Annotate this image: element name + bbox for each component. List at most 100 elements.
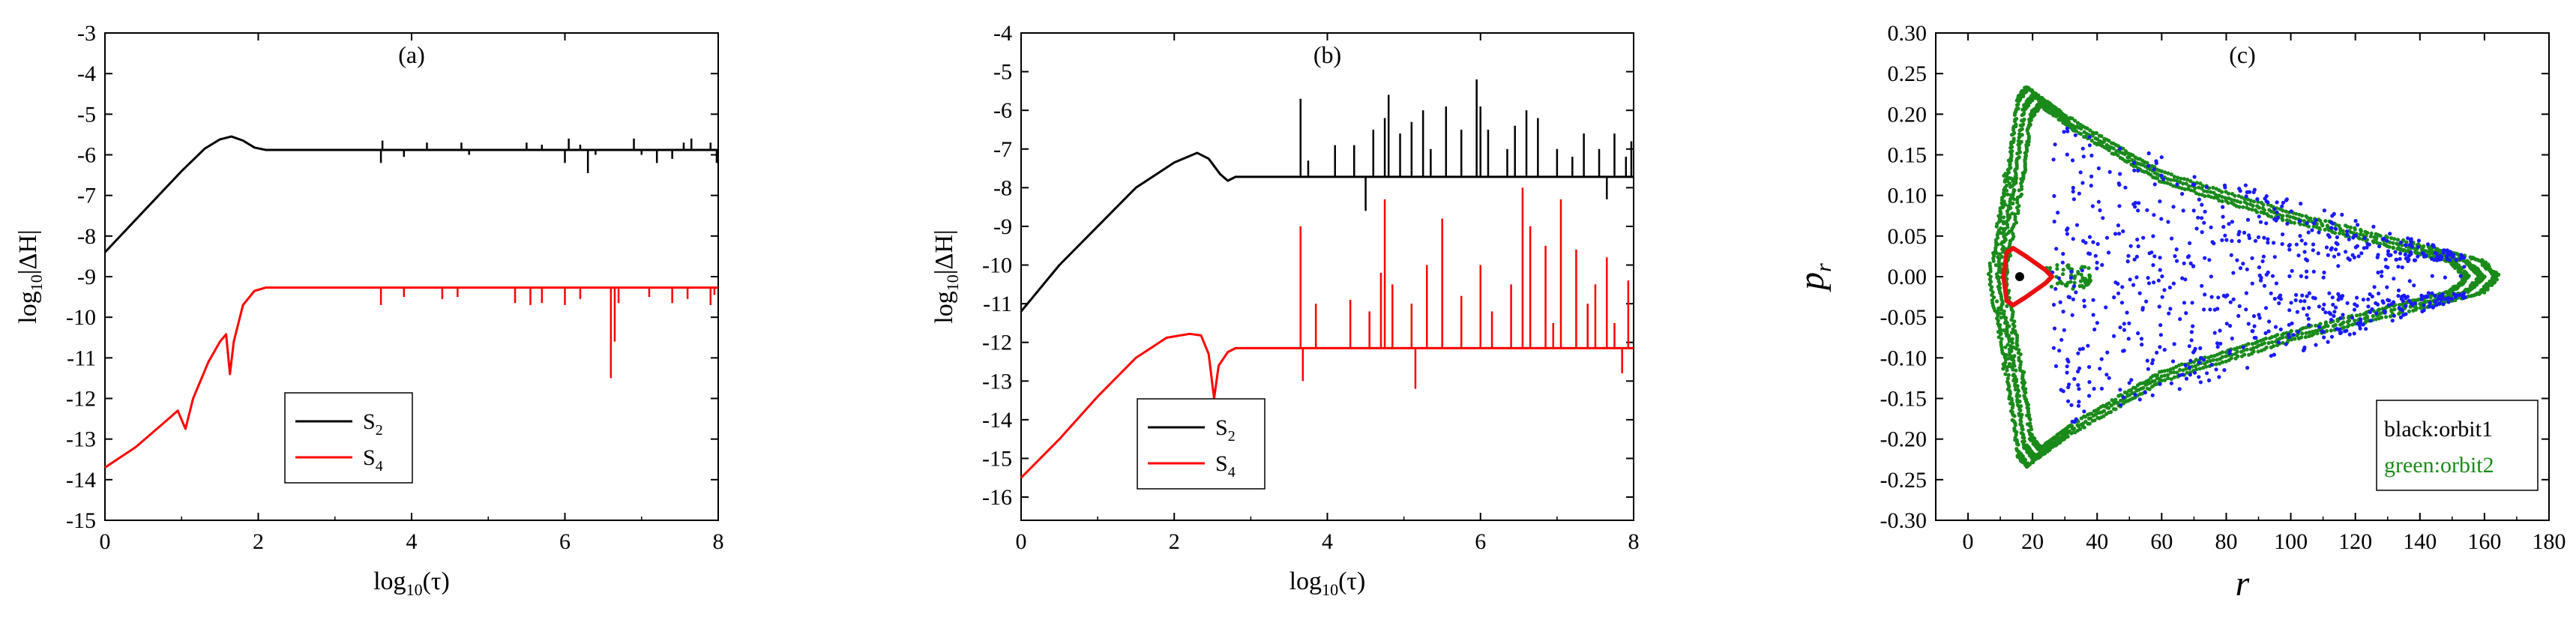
blue-orbit-point: [2375, 302, 2380, 307]
x-tick-label: 20: [2021, 529, 2044, 554]
blue-orbit-point: [2449, 297, 2455, 301]
blue-orbit-point: [2152, 182, 2157, 187]
orbit2-point: [2362, 312, 2366, 316]
blue-orbit-point: [2136, 244, 2140, 249]
blue-orbit-point: [2422, 303, 2426, 307]
blue-orbit-point: [2433, 299, 2437, 304]
orbit2-point: [2314, 328, 2318, 333]
orbit2-point: [2011, 345, 2016, 349]
blue-orbit-point: [2166, 220, 2170, 224]
blue-orbit-point: [2258, 220, 2263, 224]
orbit2-point: [2234, 204, 2239, 208]
blue-orbit-point: [2311, 242, 2316, 247]
blue-orbit-point: [2210, 240, 2215, 244]
blue-orbit-point: [2189, 338, 2194, 343]
orbit2-point: [2095, 137, 2100, 142]
blue-orbit-point: [2355, 295, 2359, 300]
orbit2-point: [2182, 177, 2186, 181]
blue-orbit-point: [2350, 316, 2355, 320]
orbit2-point: [1998, 266, 2002, 271]
blue-orbit-point: [2280, 241, 2284, 247]
orbit2-point: [2320, 223, 2325, 228]
blue-orbit-point: [2128, 244, 2133, 248]
y-tick-label: -0.05: [1880, 305, 1928, 330]
blue-orbit-point: [2121, 395, 2126, 400]
blue-orbit-point: [2136, 169, 2140, 173]
blue-orbit-point: [2254, 336, 2258, 340]
y-tick-label: 0.15: [1888, 143, 1928, 168]
blue-orbit-point: [2305, 294, 2309, 298]
blue-orbit-point: [2403, 252, 2407, 257]
blue-orbit-point: [2069, 403, 2074, 407]
blue-orbit-point: [2154, 161, 2158, 166]
orbit2-point: [2079, 127, 2083, 131]
orbit2-point: [2017, 407, 2022, 412]
blue-orbit-point: [2117, 204, 2122, 208]
blue-orbit-point: [2356, 254, 2361, 259]
orbit2-point: [2203, 361, 2207, 366]
orbit2-point: [2211, 185, 2215, 190]
y-tick-label: -10: [982, 253, 1012, 278]
orbit2-point: [2397, 311, 2401, 316]
y-axis-label: log10|ΔH|: [930, 229, 962, 323]
blue-orbit-point: [2158, 323, 2163, 328]
blue-orbit-point: [2065, 232, 2069, 236]
blue-orbit-point: [2322, 270, 2326, 275]
blue-orbit-point: [2322, 208, 2326, 213]
orbit2-point: [2012, 188, 2017, 193]
blue-orbit-point: [2441, 302, 2446, 307]
blue-orbit-point: [2272, 255, 2277, 259]
blue-orbit-point: [2294, 242, 2299, 247]
blue-orbit-point: [2065, 358, 2070, 362]
blue-orbit-point: [2237, 304, 2242, 308]
orbit2-point: [2260, 349, 2264, 353]
blue-orbit-point: [2173, 254, 2177, 259]
orbit2-point: [2019, 192, 2024, 196]
blue-orbit-point: [2355, 244, 2359, 248]
legend-label: S4: [1215, 451, 1236, 481]
blue-orbit-point: [2236, 313, 2241, 318]
orbit2-point: [2269, 345, 2273, 350]
orbit2-point: [2085, 126, 2089, 130]
blue-orbit-point: [2302, 299, 2307, 304]
orbit2-point: [1998, 215, 2002, 220]
x-tick-label: 0: [1016, 529, 1027, 554]
orbit1-point: [2014, 272, 2024, 281]
orbit2-point: [2229, 197, 2233, 202]
blue-orbit-point: [2409, 252, 2413, 256]
y-tick-label: -12: [66, 387, 96, 412]
blue-orbit-point: [2392, 313, 2396, 318]
orbit2-point: [1988, 274, 1993, 279]
orbit2-point: [2009, 338, 2014, 343]
blue-orbit-point: [2182, 261, 2186, 265]
orbit2-point: [2273, 340, 2278, 344]
orbit2-point: [2165, 181, 2170, 185]
blue-orbit-point: [2209, 363, 2214, 367]
blue-orbit-point: [2439, 298, 2443, 302]
orbit2-point: [2179, 176, 2183, 181]
blue-orbit-point: [2398, 315, 2403, 319]
blue-orbit-point: [2202, 220, 2206, 225]
blue-orbit-point: [2409, 237, 2413, 241]
blue-orbit-point: [2321, 275, 2326, 280]
orbit2-point: [2204, 364, 2209, 369]
orbit2-point: [2490, 283, 2494, 287]
blue-orbit-point: [2167, 311, 2171, 316]
blue-orbit-point: [2095, 241, 2100, 247]
orbit2-point: [1999, 211, 2003, 215]
blue-orbit-point: [2287, 274, 2292, 279]
y-tick-label: -6: [77, 143, 96, 168]
blue-orbit-point: [2278, 327, 2283, 331]
blue-orbit-point: [2215, 341, 2220, 346]
orbit2-point: [2150, 385, 2155, 389]
orbit2-point: [2075, 423, 2080, 427]
blue-orbit-point: [2209, 225, 2213, 229]
orbit2-point: [2466, 290, 2470, 295]
blue-orbit-point: [2257, 313, 2261, 317]
orbit2-point: [2302, 219, 2306, 223]
orbit2-point: [1999, 332, 2003, 337]
blue-orbit-point: [2177, 387, 2182, 391]
blue-orbit-point: [2396, 288, 2401, 292]
blue-orbit-point: [2180, 373, 2185, 377]
orbit2-point: [2178, 367, 2182, 372]
